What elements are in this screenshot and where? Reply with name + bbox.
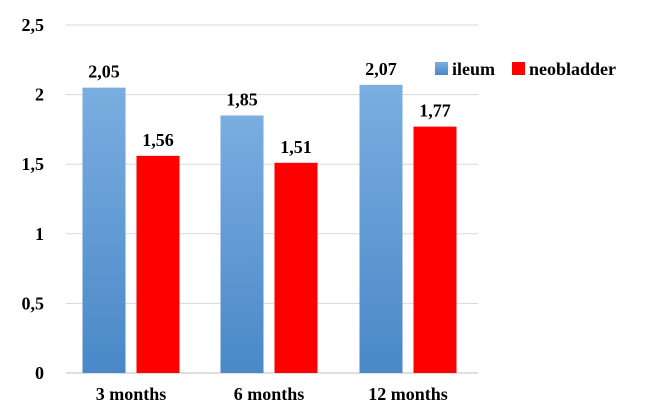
- bar-ileum-1: [220, 115, 264, 373]
- x-category-label: 12 months: [368, 384, 448, 404]
- y-gridlines: [66, 24, 478, 374]
- legend-swatch-ileum: [435, 62, 448, 75]
- bar-neobladder-1: [274, 162, 318, 373]
- data-labels: 2,05 1,56 1,85 1,51 2,07 1,77: [88, 59, 451, 157]
- data-label-ileum-2: 2,07: [365, 59, 397, 79]
- legend-label-neobladder: neobladder: [529, 59, 616, 79]
- x-axis-labels: 3 months 6 months 12 months: [96, 384, 448, 404]
- data-label-neobladder-1: 1,51: [280, 137, 312, 157]
- bars: [82, 84, 457, 373]
- legend-label-ileum: ileum: [452, 59, 495, 79]
- x-category-label: 6 months: [234, 384, 305, 404]
- bar-ileum-2: [359, 84, 403, 373]
- bar-ileum-0: [82, 87, 126, 373]
- legend: ileum neobladder: [435, 59, 616, 79]
- data-label-ileum-0: 2,05: [88, 62, 120, 82]
- y-tick-label: 0: [35, 363, 44, 383]
- data-label-neobladder-2: 1,77: [419, 101, 451, 121]
- y-tick-label: 1,5: [22, 154, 45, 174]
- legend-swatch-neobladder: [512, 62, 525, 75]
- data-label-ileum-1: 1,85: [226, 89, 258, 109]
- y-tick-label: 2,5: [22, 15, 45, 35]
- bar-neobladder-0: [136, 155, 180, 373]
- bar-neobladder-2: [413, 126, 457, 373]
- data-label-neobladder-0: 1,56: [142, 130, 174, 150]
- x-category-label: 3 months: [96, 384, 167, 404]
- y-tick-label: 2: [35, 85, 44, 105]
- y-axis-ticks: 0 0,5 1 1,5 2 2,5: [22, 15, 45, 383]
- y-tick-label: 0,5: [22, 293, 45, 313]
- y-tick-label: 1: [35, 224, 44, 244]
